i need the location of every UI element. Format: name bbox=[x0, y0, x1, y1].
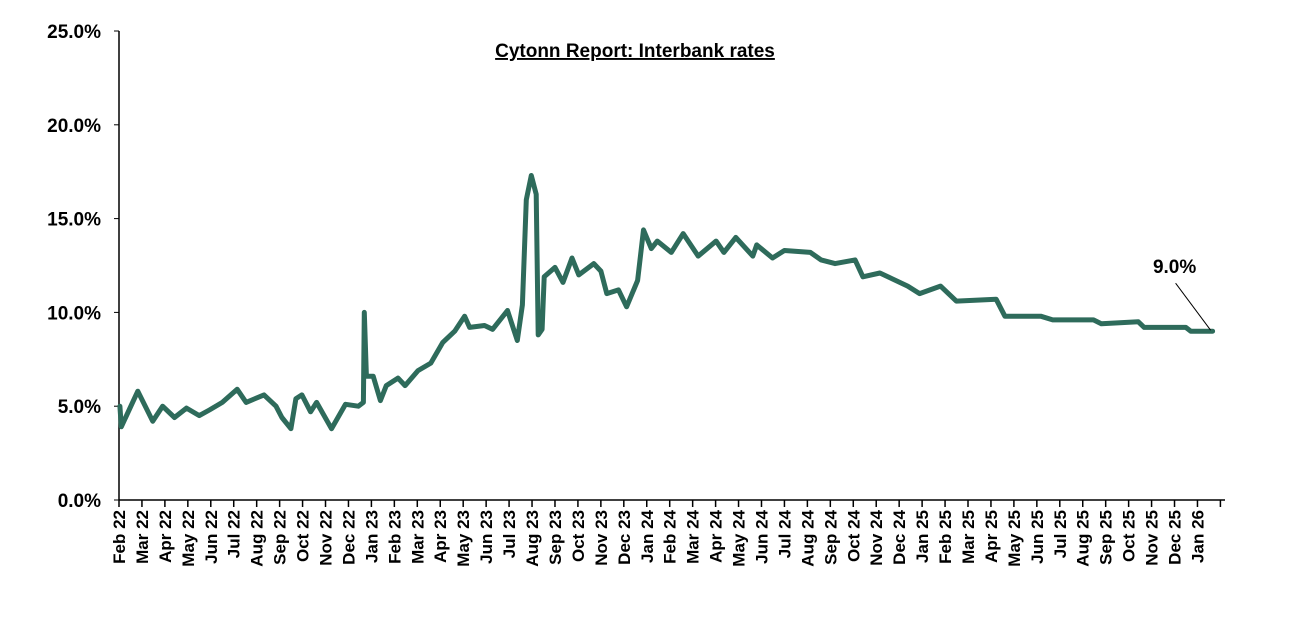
x-tick-label: Aug 25 bbox=[1074, 510, 1093, 567]
x-tick-label: Aug 24 bbox=[798, 509, 817, 566]
x-tick-label: Mar 25 bbox=[959, 510, 978, 564]
y-tick-label: 15.0% bbox=[47, 210, 101, 231]
x-tick-label: Nov 22 bbox=[317, 510, 336, 566]
x-tick-label: Sep 25 bbox=[1097, 510, 1116, 565]
x-tick-label: Jan 23 bbox=[362, 510, 381, 563]
x-tick-label: Nov 24 bbox=[867, 509, 886, 565]
x-tick-label: Aug 22 bbox=[248, 510, 267, 567]
x-tick-label: Jun 25 bbox=[1028, 510, 1047, 564]
x-tick-label: Jun 24 bbox=[752, 509, 771, 563]
y-tick-label: 10.0% bbox=[47, 303, 101, 324]
series-line-interbank-rate bbox=[117, 173, 1216, 432]
x-axis: Feb 22 Mar 22 Apr 22 May 22 Jun 22 Jul 22 Aug … bbox=[110, 499, 1225, 567]
x-tick-label: Sep 24 bbox=[821, 509, 840, 564]
x-tick-label: Apr 23 bbox=[431, 510, 450, 563]
x-tick-label: Dec 23 bbox=[615, 510, 634, 565]
x-tick-label: Apr 25 bbox=[982, 510, 1001, 563]
x-tick-label: May 23 bbox=[454, 510, 473, 567]
y-tick-label: 20.0% bbox=[47, 116, 101, 137]
x-tick-label: Dec 22 bbox=[339, 510, 358, 565]
x-tick-label: Dec 25 bbox=[1166, 510, 1185, 565]
x-tick-label: Feb 23 bbox=[385, 510, 404, 564]
x-tick-label: Feb 25 bbox=[936, 510, 955, 564]
plot-area bbox=[117, 173, 1216, 432]
x-tick-label: Aug 23 bbox=[523, 510, 542, 567]
x-tick-label: Feb 22 bbox=[110, 510, 129, 564]
x-tick-label: Mar 24 bbox=[684, 509, 703, 563]
annotation-leader-line bbox=[1175, 282, 1212, 331]
chart-title: Cytonn Report: Interbank rates bbox=[495, 41, 775, 62]
x-tick-label: Jun 23 bbox=[477, 510, 496, 564]
x-tick-label: Oct 22 bbox=[294, 510, 313, 562]
x-tick-label: Apr 24 bbox=[707, 509, 726, 562]
x-tick-label: Jan 26 bbox=[1188, 510, 1207, 563]
annotation-label: 9.0% bbox=[1153, 257, 1196, 278]
x-tick-label: Jan 25 bbox=[913, 510, 932, 563]
x-tick-label: May 24 bbox=[730, 509, 749, 566]
x-tick-label: Jul 24 bbox=[775, 509, 794, 558]
x-tick-label: Sep 23 bbox=[546, 510, 565, 565]
y-tick-label: 5.0% bbox=[58, 397, 101, 418]
x-tick-label: May 22 bbox=[179, 510, 198, 567]
x-tick-label: Feb 24 bbox=[661, 509, 680, 563]
x-tick-label: May 25 bbox=[1005, 510, 1024, 567]
x-tick-label: Jun 22 bbox=[202, 510, 221, 564]
y-tick-label: 0.0% bbox=[58, 491, 101, 512]
x-tick-label: Jan 24 bbox=[638, 509, 657, 562]
x-tick-label: Jul 25 bbox=[1051, 510, 1070, 558]
annotations: 9.0% bbox=[1153, 257, 1212, 331]
x-tick-label: Nov 23 bbox=[592, 510, 611, 566]
y-axis: 0.0% 5.0% 10.0% 15.0% 20.0% 25.0% bbox=[47, 22, 120, 512]
x-tick-label: Oct 23 bbox=[569, 510, 588, 562]
x-tick-label: Mar 22 bbox=[133, 510, 152, 564]
x-tick-label: Sep 22 bbox=[271, 510, 290, 565]
x-tick-label: Jul 22 bbox=[225, 510, 244, 558]
x-tick-label: Jul 23 bbox=[500, 510, 519, 558]
x-tick-label: Nov 25 bbox=[1143, 510, 1162, 566]
x-tick-label: Oct 25 bbox=[1120, 510, 1139, 562]
x-tick-label: Dec 24 bbox=[890, 509, 909, 564]
x-tick-label: Oct 24 bbox=[844, 509, 863, 562]
x-tick-label: Mar 23 bbox=[408, 510, 427, 564]
x-tick-label: Apr 22 bbox=[156, 510, 175, 563]
y-tick-label: 25.0% bbox=[47, 22, 101, 43]
